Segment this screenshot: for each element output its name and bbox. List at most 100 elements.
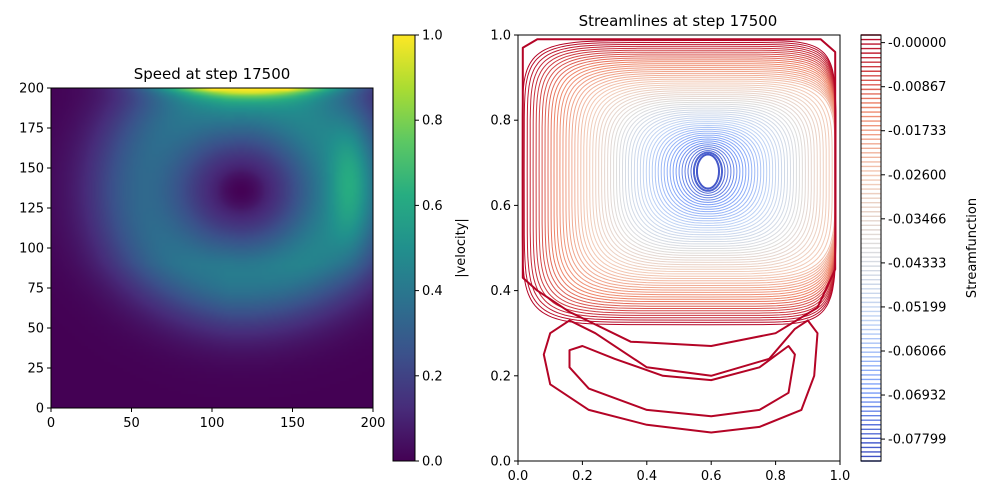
streamline-contour [523, 42, 837, 323]
streamline-contour [657, 128, 759, 219]
streamline-contour [592, 86, 824, 270]
streamline-contour [642, 119, 774, 231]
streamlines-y-tick-label: 0.8 [490, 114, 511, 129]
streamline-contour [618, 103, 797, 249]
streamline-contour [693, 151, 723, 192]
streamline-contour [544, 55, 837, 307]
streamline-contour [589, 84, 827, 273]
speed-x-tick-label: 200 [361, 416, 386, 431]
streamline-contour [583, 80, 833, 277]
speed-chart-title: Speed at step 17500 [134, 65, 291, 83]
streamline-contour [648, 123, 768, 227]
streamline-contour [562, 67, 837, 293]
streamlines-y-tick-label: 1.0 [490, 29, 511, 44]
streamline-contour [541, 53, 837, 309]
streamlines-x-tick-label: 1.0 [830, 469, 851, 484]
speed-x-tick-label: 0 [47, 416, 55, 431]
streamline-contour [598, 90, 818, 266]
streamfunction-colorbar-tick-label: -0.01733 [888, 124, 946, 139]
streamfunction-colorbar-tick-label: -0.04333 [888, 256, 946, 271]
streamline-contour [547, 57, 837, 305]
streamfunction-colorbar-tick-label: -0.02600 [888, 168, 946, 183]
speed-x-tick-label: 100 [200, 416, 225, 431]
streamline-contour [645, 121, 771, 229]
streamline-contour [586, 82, 830, 275]
streamline-contour [568, 70, 837, 289]
streamlines-x-tick-label: 0.4 [636, 469, 657, 484]
streamline-contour [672, 138, 744, 208]
streamline-contour [678, 142, 738, 203]
speed-heatmap-raster [51, 88, 373, 408]
streamfunction-colorbar-tick-label: -0.06066 [888, 344, 946, 359]
streamline-contour [687, 148, 729, 197]
streamline-contour [595, 88, 821, 268]
speed-colorbar-tick-label: 0.6 [422, 199, 443, 214]
speed-colorbar-tick-label: 0.2 [422, 369, 443, 384]
streamline-contour [538, 51, 837, 312]
streamline-contour [565, 68, 837, 291]
streamline-contour [627, 109, 789, 243]
streamlines-x-tick-label: 0.8 [765, 469, 786, 484]
streamline-contour [613, 99, 803, 254]
streamlines-y-tick-label: 0.4 [490, 284, 511, 299]
speed-x-axis: 0 50 100 150 200 [47, 408, 386, 431]
streamlines-x-tick-label: 0.0 [508, 469, 529, 484]
streamline-contour [556, 63, 837, 298]
streamline-outer [521, 38, 837, 347]
speed-y-tick-label: 175 [19, 122, 44, 137]
streamlines-y-axis: 0.0 0.2 0.4 0.6 0.8 1.0 [490, 29, 518, 470]
streamline-contour [571, 72, 837, 287]
streamlines-y-tick-label: 0.6 [490, 199, 511, 214]
streamline-contours [521, 38, 837, 434]
streamline-contour [696, 153, 720, 190]
streamfunction-colorbar-tick-label: -0.07799 [888, 433, 946, 448]
streamline-contour [660, 130, 756, 217]
streamline-contour [675, 140, 741, 206]
speed-colorbar-tick-label: 0.4 [422, 284, 443, 299]
streamline-contour [601, 92, 815, 263]
streamline-contour [621, 105, 795, 247]
streamfunction-colorbar-tick-label: -0.06932 [888, 389, 946, 404]
streamline-contour [639, 117, 777, 233]
speed-heatmap-image [51, 88, 373, 408]
streamfunction-colorbar-frame [860, 34, 882, 462]
streamlines-chart-title: Streamlines at step 17500 [579, 12, 778, 30]
speed-colorbar-tick-label: 0.0 [422, 455, 443, 470]
streamline-contour [669, 136, 747, 210]
speed-colorbar-label: |velocity| [454, 218, 469, 278]
speed-y-tick-label: 25 [27, 362, 44, 377]
speed-y-tick-label: 75 [27, 282, 44, 297]
speed-colorbar [392, 34, 416, 462]
streamline-contour [559, 65, 837, 296]
speed-y-tick-label: 125 [19, 202, 44, 217]
streamline-contour [633, 113, 783, 238]
streamline-contour [615, 101, 800, 252]
streamfunction-colorbar-tick-label: -0.00000 [888, 36, 946, 51]
speed-colorbar-tick-label: 1.0 [422, 29, 443, 44]
streamlines-x-tick-label: 0.6 [701, 469, 722, 484]
streamline-contour [666, 134, 750, 213]
streamline-contour [625, 107, 792, 245]
secondary-eddy-outer [542, 319, 819, 434]
speed-y-tick-label: 100 [19, 242, 44, 257]
streamline-contour [574, 74, 837, 284]
streamline-contour [577, 76, 837, 282]
streamline-contour [681, 144, 735, 201]
speed-colorbar-ticks: 0.0 0.2 0.4 0.6 0.8 1.0 [415, 29, 443, 470]
speed-colorbar-tick-label: 0.8 [422, 114, 443, 129]
streamline-contour [663, 132, 753, 215]
streamline-contour [550, 59, 837, 303]
streamline-contour [651, 124, 765, 224]
streamline-contour [630, 111, 785, 240]
speed-x-tick-label: 50 [123, 416, 140, 431]
speed-y-tick-label: 150 [19, 162, 44, 177]
streamline-contour [690, 150, 726, 194]
streamline-contour [610, 98, 806, 257]
streamline-contour [604, 94, 812, 261]
speed-x-tick-label: 150 [280, 416, 305, 431]
streamfunction-colorbar [861, 34, 881, 462]
speed-y-tick-label: 50 [27, 322, 44, 337]
streamline-contour [553, 61, 837, 300]
streamline-contour [580, 78, 836, 279]
